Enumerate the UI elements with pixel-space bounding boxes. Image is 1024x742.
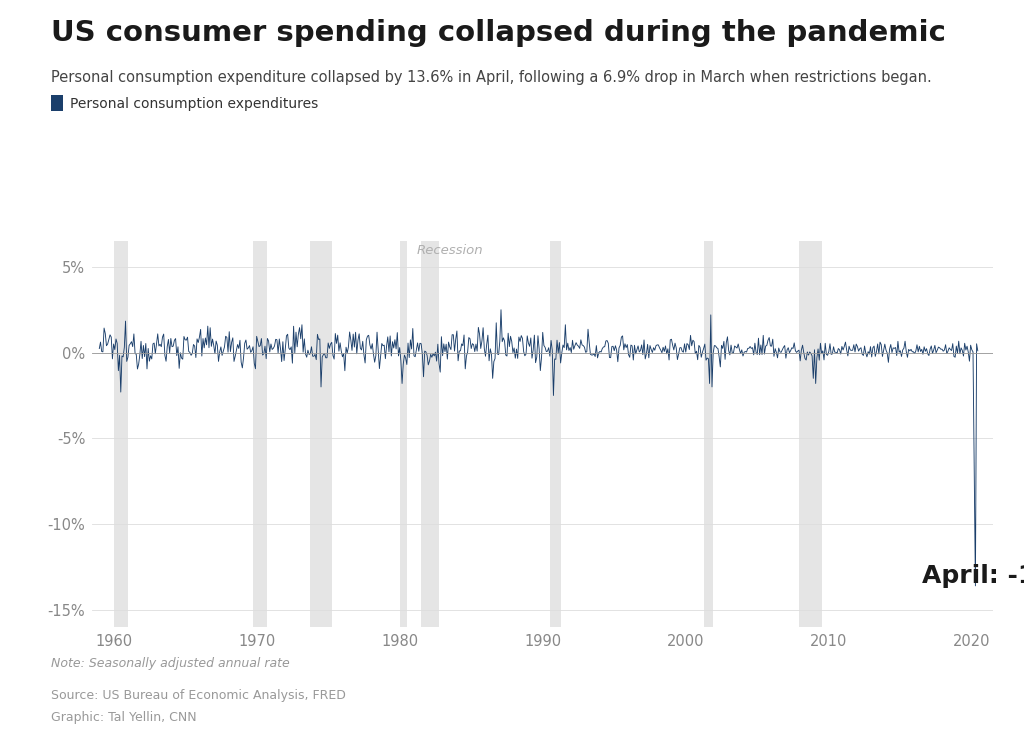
Text: Personal consumption expenditure collapsed by 13.6% in April, following a 6.9% d: Personal consumption expenditure collaps… xyxy=(51,70,932,85)
Bar xyxy=(399,241,407,627)
Bar xyxy=(310,241,332,627)
Text: Source: US Bureau of Economic Analysis, FRED: Source: US Bureau of Economic Analysis, … xyxy=(51,689,346,702)
Bar xyxy=(421,241,439,627)
Text: Note: Seasonally adjusted annual rate: Note: Seasonally adjusted annual rate xyxy=(51,657,290,670)
Bar xyxy=(703,241,714,627)
Text: Personal consumption expenditures: Personal consumption expenditures xyxy=(70,97,317,111)
Text: Recession: Recession xyxy=(417,243,483,257)
Text: Graphic: Tal Yellin, CNN: Graphic: Tal Yellin, CNN xyxy=(51,711,197,724)
Text: US consumer spending collapsed during the pandemic: US consumer spending collapsed during th… xyxy=(51,19,946,47)
Bar xyxy=(114,241,128,627)
Bar xyxy=(550,241,560,627)
Bar xyxy=(799,241,821,627)
Text: April: -13.6%: April: -13.6% xyxy=(922,563,1024,588)
Bar xyxy=(253,241,267,627)
